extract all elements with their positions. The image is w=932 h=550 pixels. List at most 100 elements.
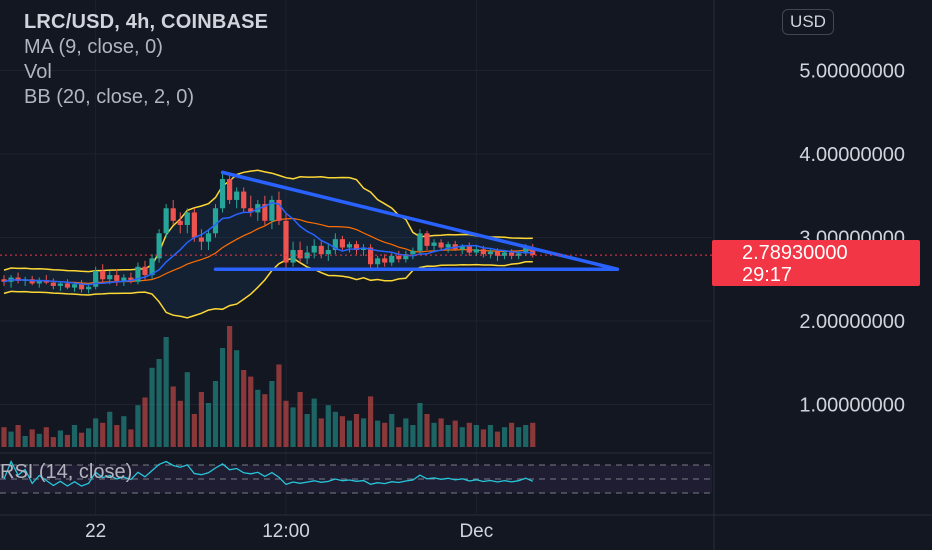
candle (530, 244, 536, 258)
volume-bar (332, 411, 338, 447)
candle (36, 277, 42, 288)
volume-bar (57, 430, 63, 447)
candle-body (50, 282, 56, 286)
candle (114, 269, 120, 286)
candle-body (1, 279, 7, 282)
candle-body (325, 250, 331, 255)
indicator-vol-label[interactable]: Vol (24, 61, 52, 83)
volume-bar (170, 386, 176, 447)
volume-bar (403, 418, 409, 447)
volume-bar (276, 364, 282, 447)
volume-bar (78, 432, 85, 447)
candle (78, 280, 85, 293)
volume-bar (29, 429, 35, 447)
time-axis-label: 12:00 (262, 521, 310, 542)
volume-bar (368, 396, 374, 447)
candle-body (375, 258, 381, 265)
candle (64, 279, 71, 290)
candle-body (445, 244, 451, 248)
volume-bar (523, 425, 529, 447)
volume-bar (15, 425, 21, 447)
volume-bars (1, 326, 536, 447)
candle-body (219, 179, 226, 209)
volume-bar (156, 359, 162, 447)
candle-body (227, 179, 233, 200)
candle (325, 244, 331, 261)
candle-body (184, 212, 190, 225)
candle (227, 174, 233, 205)
candle (57, 280, 63, 291)
volume-bar (184, 372, 190, 447)
candle-body (332, 239, 338, 251)
bollinger-upper-band (3, 169, 533, 273)
indicator-ma-label[interactable]: MA (9, close, 0) (24, 36, 163, 58)
candle (198, 229, 204, 251)
candle (353, 240, 360, 255)
volume-bar (36, 433, 42, 447)
volume-bar (325, 405, 331, 447)
time-axis[interactable]: 22 12:00 Dec (0, 514, 932, 542)
volume-bar (50, 437, 56, 447)
candle-body (417, 233, 423, 251)
rsi-label[interactable]: RSI (14, close) (0, 461, 133, 483)
chart-legend: LRC/USD, 4h, COINBASE MA (9, close, 0) V… (24, 10, 268, 110)
candle-body (234, 191, 240, 200)
indicator-bb-label[interactable]: BB (20, close, 2, 0) (24, 86, 195, 108)
candle-body (78, 284, 85, 290)
candle (234, 187, 240, 209)
volume-bar (135, 405, 141, 447)
time-axis-label: 22 (85, 521, 106, 542)
candle (501, 250, 508, 260)
volume-bar (43, 427, 49, 447)
candle-body (205, 233, 212, 242)
candle (509, 249, 515, 260)
candle-body (248, 208, 254, 213)
candle-body (163, 208, 169, 234)
candle (438, 239, 444, 251)
candle (403, 250, 409, 263)
candle-body (212, 208, 219, 234)
volume-bar (262, 394, 268, 447)
currency-button[interactable]: USD (782, 9, 834, 35)
candle-body (283, 220, 289, 263)
rsi-pane (0, 452, 712, 494)
volume-bar (163, 337, 169, 447)
time-axis-label: Dec (459, 521, 493, 542)
candle-body (473, 249, 479, 253)
candle (71, 282, 78, 292)
candle (50, 278, 56, 290)
candle-body (509, 252, 515, 256)
candle (375, 255, 381, 270)
volume-bar (459, 427, 465, 447)
volume-bar (438, 418, 444, 447)
candle (332, 233, 338, 255)
candle-body (121, 277, 127, 281)
candle-body (311, 245, 317, 253)
volume-bar (318, 418, 324, 447)
volume-bar (100, 422, 106, 447)
candle (163, 204, 169, 238)
candle-body (523, 247, 529, 254)
volume-bar (290, 407, 296, 447)
volume-bar (283, 400, 289, 447)
candle-body (501, 252, 508, 256)
volume-bar (255, 389, 261, 447)
volume-bar (353, 414, 360, 447)
trendlines[interactable] (213, 170, 620, 271)
symbol-title[interactable]: LRC/USD, 4h, COINBASE (24, 11, 269, 33)
candle-body (318, 245, 324, 255)
volume-bar (269, 381, 275, 447)
volume-bar (114, 425, 120, 447)
volume-bar (297, 392, 303, 447)
candle-body (177, 220, 183, 225)
volume-bar (487, 425, 494, 447)
candle-body (403, 254, 409, 260)
candle-body (360, 247, 367, 251)
candle (290, 241, 296, 267)
candle (184, 208, 190, 234)
candle-body (487, 251, 494, 255)
candle-body (339, 239, 345, 248)
volume-bar (128, 429, 134, 447)
candle (205, 229, 212, 251)
